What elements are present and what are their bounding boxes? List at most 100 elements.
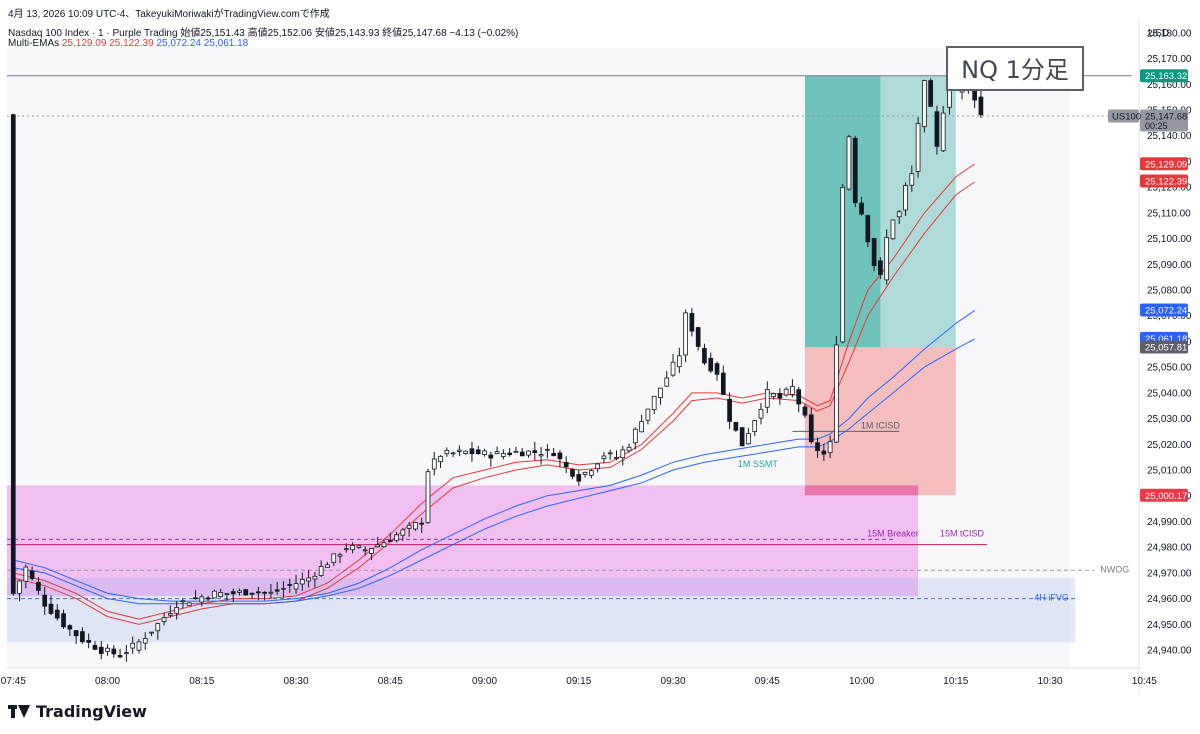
candle[interactable] bbox=[387, 532, 393, 542]
candle[interactable] bbox=[67, 624, 73, 637]
candle[interactable] bbox=[896, 210, 902, 224]
candle[interactable] bbox=[23, 564, 29, 589]
candle[interactable] bbox=[92, 641, 98, 651]
candle[interactable] bbox=[664, 371, 670, 387]
candle[interactable] bbox=[658, 387, 663, 405]
candle[interactable] bbox=[54, 604, 60, 621]
candle[interactable] bbox=[268, 584, 274, 599]
candle[interactable] bbox=[10, 113, 16, 596]
candle[interactable] bbox=[821, 443, 827, 461]
price-chart[interactable]: 1M tCISD 1M SSMT 15M Breaker 15M tCISD NWOG 4… bbox=[0, 0, 1200, 700]
candle[interactable] bbox=[174, 601, 179, 620]
candle[interactable] bbox=[488, 451, 494, 467]
candle[interactable] bbox=[350, 542, 355, 554]
candle[interactable] bbox=[105, 644, 110, 656]
candle[interactable] bbox=[519, 447, 525, 457]
candle[interactable] bbox=[325, 562, 330, 568]
candle[interactable] bbox=[915, 117, 921, 178]
candle[interactable] bbox=[607, 449, 613, 460]
candle[interactable] bbox=[124, 644, 129, 662]
candle[interactable] bbox=[237, 588, 242, 596]
candle[interactable] bbox=[494, 446, 500, 455]
candle[interactable] bbox=[526, 450, 531, 458]
candle[interactable] bbox=[727, 392, 732, 430]
candle[interactable] bbox=[117, 648, 123, 659]
candle[interactable] bbox=[425, 468, 431, 524]
candle[interactable] bbox=[922, 79, 927, 133]
candle[interactable] bbox=[720, 365, 726, 396]
candle[interactable] bbox=[620, 445, 626, 466]
candle[interactable] bbox=[249, 592, 255, 599]
annotation-nwog[interactable]: NWOG bbox=[1100, 564, 1129, 574]
candle[interactable] bbox=[193, 590, 198, 600]
candle[interactable] bbox=[808, 407, 814, 444]
candle[interactable] bbox=[746, 428, 751, 445]
candle[interactable] bbox=[369, 547, 374, 561]
candle[interactable] bbox=[890, 219, 896, 240]
candle[interactable] bbox=[224, 593, 230, 601]
candle[interactable] bbox=[381, 539, 387, 548]
candle[interactable] bbox=[413, 521, 418, 531]
candle[interactable] bbox=[306, 570, 311, 588]
candle[interactable] bbox=[362, 546, 368, 556]
tag-25057[interactable]: 25,057.81 bbox=[1140, 340, 1188, 354]
candle[interactable] bbox=[589, 469, 594, 479]
candle[interactable] bbox=[714, 361, 720, 381]
candle[interactable] bbox=[444, 447, 450, 457]
candle[interactable] bbox=[852, 135, 858, 208]
candle[interactable] bbox=[708, 352, 714, 374]
candle[interactable] bbox=[670, 353, 676, 378]
time-axis[interactable]: 07:45 08:00 08:15 08:30 08:45 09:00 09:15 09:30… bbox=[1, 676, 1157, 687]
candle[interactable] bbox=[865, 214, 871, 248]
candle[interactable] bbox=[777, 388, 783, 405]
candle[interactable] bbox=[218, 588, 223, 598]
candle[interactable] bbox=[871, 237, 877, 272]
candle[interactable] bbox=[42, 586, 48, 615]
candle[interactable] bbox=[614, 450, 619, 461]
candle[interactable] bbox=[450, 451, 456, 457]
candle[interactable] bbox=[501, 449, 506, 460]
annotation-15m-tcisd[interactable]: 15M tCISD bbox=[940, 528, 985, 538]
candle[interactable] bbox=[570, 468, 575, 480]
title-box[interactable]: NQ 1分足 bbox=[946, 46, 1084, 91]
candle[interactable] bbox=[940, 105, 946, 152]
tag-25163[interactable]: 25,163.32 bbox=[1140, 69, 1188, 83]
candle[interactable] bbox=[394, 531, 399, 543]
candle[interactable] bbox=[545, 444, 550, 459]
candle[interactable] bbox=[149, 631, 154, 637]
candle[interactable] bbox=[513, 446, 519, 453]
candle[interactable] bbox=[431, 451, 437, 476]
candle[interactable] bbox=[199, 594, 205, 607]
candle[interactable] bbox=[80, 627, 85, 644]
candle[interactable] bbox=[438, 455, 443, 469]
candle[interactable] bbox=[859, 196, 864, 216]
candle[interactable] bbox=[312, 572, 318, 588]
candle[interactable] bbox=[331, 553, 337, 566]
candle[interactable] bbox=[36, 577, 41, 595]
tag-ema2[interactable]: 25,122.39 bbox=[1140, 174, 1188, 188]
candle[interactable] bbox=[212, 589, 217, 599]
candle[interactable] bbox=[632, 427, 638, 450]
candle[interactable] bbox=[475, 445, 481, 455]
candle[interactable] bbox=[689, 308, 695, 337]
candle[interactable] bbox=[281, 581, 286, 598]
candle[interactable] bbox=[136, 638, 142, 654]
candle[interactable] bbox=[186, 602, 192, 606]
candle[interactable] bbox=[406, 521, 412, 537]
footer-brand[interactable]: TradingView bbox=[8, 702, 147, 721]
candle[interactable] bbox=[48, 595, 54, 616]
candle[interactable] bbox=[595, 463, 600, 473]
candle[interactable] bbox=[683, 309, 688, 363]
candle[interactable] bbox=[771, 392, 776, 400]
candle[interactable] bbox=[934, 105, 940, 155]
candle[interactable] bbox=[783, 387, 789, 397]
annotation-1m-tcisd[interactable]: 1M tCISD bbox=[861, 420, 901, 430]
candle[interactable] bbox=[507, 447, 513, 457]
annotation-15m-breaker[interactable]: 15M Breaker bbox=[867, 528, 919, 538]
candle[interactable] bbox=[626, 443, 632, 453]
candle[interactable] bbox=[168, 605, 173, 618]
tag-ema1[interactable]: 25,129.09 bbox=[1140, 157, 1188, 171]
candle[interactable] bbox=[903, 182, 908, 216]
candle[interactable] bbox=[846, 134, 852, 191]
